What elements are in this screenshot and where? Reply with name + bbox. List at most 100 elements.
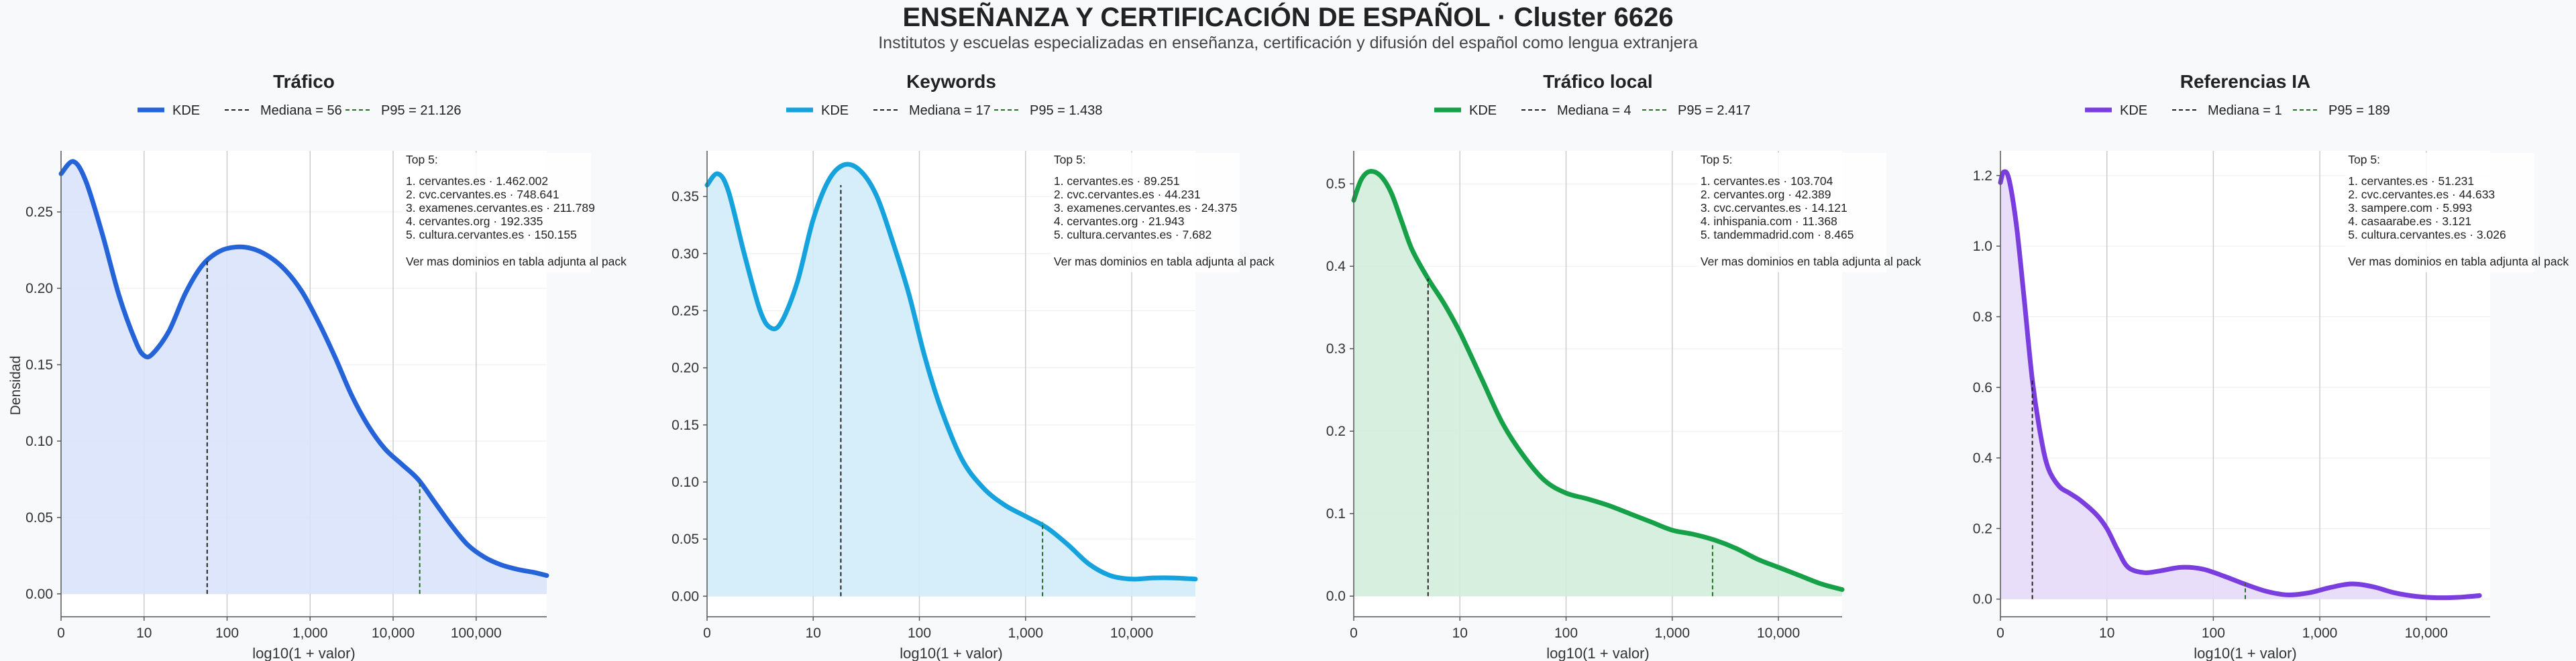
legend-median-label: Mediana = 17: [909, 103, 991, 118]
x-tick-label: 0: [1350, 625, 1358, 641]
x-tick-label: 1,000: [292, 625, 328, 641]
legend-kde-label: KDE: [821, 103, 849, 118]
top5-note: Ver mas dominios en tabla adjunta al pac…: [2348, 255, 2569, 268]
y-tick-label: 0.30: [672, 246, 699, 261]
kde-area: [707, 164, 1195, 597]
y-tick-label: 0.10: [25, 434, 53, 449]
top5-item: 5. cultura.cervantes.es · 7.682: [1054, 228, 1212, 241]
x-tick-label: 100: [215, 625, 239, 641]
y-tick-label: 0.05: [672, 532, 699, 547]
panel-2: 0.00 0.05 0.10 0.15 0.20 0.25 0.30 0.35 0 10 100 1,…: [672, 71, 1275, 661]
panel-4: 0.0 0.2 0.4 0.6 0.8 1.0 1.2 0 10 100 1,000 10,000 lo…: [1973, 71, 2569, 661]
y-tick-label: 0.15: [25, 357, 53, 373]
figure-title: ENSEÑANZA Y CERTIFICACIÓN DE ESPAÑOL · C…: [902, 3, 1674, 32]
x-tick-label: 0: [57, 625, 65, 641]
panel-3: 0.0 0.1 0.2 0.3 0.4 0.5 0 10 100 1,000 10,000 log10…: [1326, 71, 1921, 661]
top5-heading: Top 5:: [1701, 153, 1733, 166]
y-tick-label: 0.4: [1973, 450, 1993, 466]
panel-title: Keywords: [906, 71, 996, 92]
top5-item: 2. cvc.cervantes.es · 44.231: [1054, 188, 1201, 201]
x-tick-label: 100: [2202, 625, 2225, 641]
x-tick-label: 1,000: [2302, 625, 2338, 641]
x-tick-label: 100,000: [451, 625, 502, 641]
x-axis-label: log10(1 + valor): [252, 645, 355, 661]
y-tick-label: 0.6: [1973, 380, 1992, 396]
top5-item: 2. cervantes.org · 42.389: [1701, 188, 1831, 201]
x-tick-label: 1,000: [1008, 625, 1044, 641]
y-tick-label: 0.8: [1973, 309, 1992, 324]
top5-item: 3. cvc.cervantes.es · 14.121: [1701, 201, 1847, 215]
legend-p95-label: P95 = 1.438: [1030, 103, 1102, 118]
legend-p95-label: P95 = 21.126: [381, 103, 462, 118]
top5-item: 1. cervantes.es · 1.462.002: [406, 174, 548, 188]
y-tick-label: 0.20: [672, 361, 699, 376]
legend-p95-label: P95 = 2.417: [1678, 103, 1750, 118]
top5-item: 4. cervantes.org · 21.943: [1054, 215, 1185, 228]
top5-item: 3. examenes.cervantes.es · 211.789: [406, 201, 595, 215]
x-tick-label: 0: [1996, 625, 2004, 641]
top5-item: 1. cervantes.es · 51.231: [2348, 174, 2474, 188]
y-tick-label: 0.25: [672, 303, 699, 318]
top5-heading: Top 5:: [1054, 153, 1086, 166]
legend-kde-label: KDE: [172, 103, 200, 118]
y-tick-label: 0.10: [672, 475, 699, 490]
y-tick-label: 0.2: [1973, 521, 1992, 536]
top5-heading: Top 5:: [2348, 153, 2380, 166]
top5-box: [1051, 153, 1240, 272]
legend-kde-label: KDE: [2120, 103, 2147, 118]
x-tick-label: 1,000: [1655, 625, 1690, 641]
top5-item: 4. inhispania.com · 11.368: [1701, 215, 1837, 228]
x-tick-label: 100: [908, 625, 931, 641]
x-axis-label: log10(1 + valor): [1546, 645, 1649, 661]
top5-item: 2. cvc.cervantes.es · 44.633: [2348, 188, 2495, 201]
top5-heading: Top 5:: [406, 153, 438, 166]
y-tick-label: 0.35: [672, 189, 699, 204]
x-tick-label: 100: [1554, 625, 1578, 641]
top5-item: 3. sampere.com · 5.993: [2348, 201, 2472, 215]
y-tick-label: 0.1: [1326, 506, 1346, 522]
top5-note: Ver mas dominios en tabla adjunta al pac…: [1054, 255, 1275, 268]
kde-line: [1998, 169, 2482, 601]
x-tick-label: 10: [1452, 625, 1468, 641]
top5-item: 1. cervantes.es · 89.251: [1054, 174, 1180, 188]
legend-median-label: Mediana = 4: [1557, 103, 1631, 118]
top5-item: 2. cvc.cervantes.es · 748.641: [406, 188, 559, 201]
y-tick-label: 0.15: [672, 418, 699, 433]
x-tick-label: 10,000: [372, 625, 415, 641]
kde-area: [61, 161, 547, 594]
top5-item: 5. cultura.cervantes.es · 150.155: [406, 228, 577, 241]
top5-item: 1. cervantes.es · 103.704: [1701, 174, 1833, 188]
panel-1: 0.00 0.05 0.10 0.15 0.20 0.25 0 10 100 1,000 10,00…: [25, 71, 627, 661]
legend-median-label: Mediana = 56: [260, 103, 342, 118]
x-tick-label: 10: [2099, 625, 2114, 641]
y-tick-label: 0.0: [1326, 589, 1346, 604]
x-tick-label: 0: [703, 625, 711, 641]
panel-title: Tráfico: [273, 71, 335, 92]
kde-area: [2000, 171, 2480, 599]
top5-box: [2345, 153, 2534, 272]
y-tick-label: 0.05: [25, 510, 53, 526]
y-tick-label: 0.5: [1326, 176, 1346, 192]
panel-title: Referencias IA: [2180, 71, 2311, 92]
x-tick-label: 10,000: [1110, 625, 1153, 641]
x-axis-label: log10(1 + valor): [2194, 645, 2296, 661]
top5-item: 5. cultura.cervantes.es · 3.026: [2348, 228, 2506, 241]
kde-line: [704, 162, 1198, 582]
legend-p95-label: P95 = 189: [2328, 103, 2390, 118]
legend-kde-label: KDE: [1469, 103, 1497, 118]
top5-note: Ver mas dominios en tabla adjunta al pac…: [406, 255, 627, 268]
y-tick-label: 0.20: [25, 281, 53, 296]
y-tick-label: 0.25: [25, 204, 53, 220]
x-tick-label: 10: [806, 625, 821, 641]
top5-item: 4. cervantes.org · 192.335: [406, 215, 543, 228]
kde-area: [1354, 171, 1842, 597]
y-tick-label: 0.4: [1326, 259, 1346, 274]
y-tick-label: 1.0: [1973, 239, 1992, 254]
top5-box: [1697, 153, 1886, 272]
panel-title: Tráfico local: [1543, 71, 1652, 92]
y-tick-label: 0.3: [1326, 341, 1346, 357]
kde-line: [58, 159, 549, 578]
x-axis-label: log10(1 + valor): [900, 645, 1002, 661]
